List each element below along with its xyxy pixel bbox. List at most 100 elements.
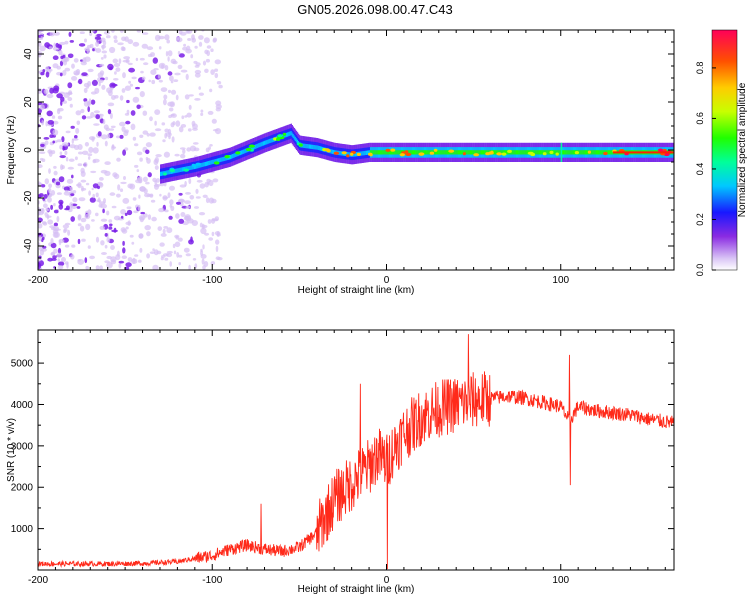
spectrogram-noise-blob <box>128 67 136 73</box>
spectrogram-noise-blob <box>59 151 63 156</box>
spectrogram-noise-blob <box>124 85 131 91</box>
spectrogram-noise-blob <box>131 258 138 264</box>
spectrogram-ridge-peak <box>607 150 609 155</box>
spectrogram-noise-blob <box>170 89 177 95</box>
spectrogram-noise-blob <box>49 68 53 72</box>
spectrogram-noise-blob <box>171 136 175 143</box>
spectrogram-noise-blob <box>81 115 87 120</box>
spectrogram-ridge-peak <box>293 135 296 140</box>
spectrogram-noise-blob <box>138 233 144 239</box>
spectrogram-noise-blob <box>160 87 168 92</box>
spectrogram-noise-blob <box>100 218 108 222</box>
spectrogram-ridge-peak <box>501 150 504 155</box>
spectrogram-ridge-peak <box>512 150 514 155</box>
spectrogram-ridge-peak <box>224 156 227 161</box>
spectrogram-noise-blob <box>67 97 73 101</box>
spectrogram-ridge-peak <box>518 150 520 155</box>
spectrogram-noise-blob <box>138 259 142 263</box>
spectrogram-noise-blob <box>145 142 152 148</box>
spectrogram-noise-blob <box>123 176 126 180</box>
spectrogram-noise-blob <box>206 178 211 183</box>
spectrogram-ridge-peak <box>207 161 209 166</box>
spectrogram-peak-blob <box>418 152 425 156</box>
spectrogram-ridge-peak <box>177 168 179 173</box>
spectrogram-noise-blob <box>64 67 71 72</box>
spectrogram-noise-blob <box>146 194 154 197</box>
spectrogram-noise-blob <box>198 35 204 40</box>
y-tick-label: 20 <box>23 96 34 108</box>
spectrogram-peak-blob <box>248 144 255 148</box>
spectrogram-ridge-peak <box>365 150 368 155</box>
spectrogram-noise-blob <box>124 113 130 116</box>
spectrogram-ridge-peak <box>520 150 522 155</box>
spectrogram-noise-blob <box>57 43 61 49</box>
spectrogram-ridge-peak <box>231 154 233 159</box>
spectrogram-noise-blob <box>63 186 70 191</box>
spectrogram-ridge-peak <box>516 150 518 155</box>
spectrogram-noise-blob <box>146 253 151 259</box>
spectrogram-noise-blob <box>156 178 160 183</box>
spectrogram-ridge-peak <box>330 149 332 154</box>
spectrogram-noise-blob <box>38 223 43 229</box>
spectrogram-ridge-peak <box>559 150 561 155</box>
spectrogram-ridge-peak <box>175 168 177 173</box>
spectrogram-ridge-peak <box>434 150 437 155</box>
spectrogram-ridge-peak <box>421 150 423 155</box>
spectrogram-noise-blob <box>149 116 153 122</box>
spectrogram-ridge-peak <box>459 150 461 155</box>
spectrogram-noise-blob <box>96 33 102 37</box>
spectrogram-noise-blob <box>214 68 219 72</box>
spectrogram-noise-blob <box>184 115 188 118</box>
spectrogram-noise-blob <box>104 161 111 166</box>
spectrogram-noise-blob <box>194 206 199 209</box>
spectrogram-noise-blob <box>67 229 71 236</box>
spectrogram-noise-blob <box>124 129 129 134</box>
spectrogram-peak-blob <box>574 151 580 155</box>
spectrogram-noise-blob <box>143 213 148 218</box>
spectrogram-ridge-peak <box>484 150 486 155</box>
spectrogram-noise-blob <box>180 212 186 217</box>
spectrogram-noise-blob <box>174 234 180 239</box>
spectrogram-noise-blob <box>156 250 162 255</box>
spectrogram-noise-blob <box>71 63 75 69</box>
y-tick-label: 1000 <box>11 524 34 535</box>
spectrogram-noise-blob <box>47 196 52 203</box>
spectrogram-ridge-peak <box>314 145 316 150</box>
spectrogram-noise-blob <box>186 30 193 34</box>
spectrogram-noise-blob <box>149 132 156 137</box>
spectrogram-noise-blob <box>129 234 134 238</box>
spectrogram-ridge-peak <box>266 139 268 145</box>
spectrogram-noise-blob <box>163 151 170 158</box>
spectrogram-noise-blob <box>83 100 90 107</box>
spectrogram-noise-blob <box>40 36 44 40</box>
spectrogram-noise-blob <box>40 184 46 188</box>
spectrogram-noise-blob <box>43 194 48 199</box>
spectrogram-noise-blob <box>164 257 169 261</box>
spectrogram-noise-blob <box>178 126 184 133</box>
spectrogram-noise-blob <box>62 224 70 229</box>
spectrogram-ridge-peak <box>331 149 333 154</box>
spectrogram-x-label: Height of straight line (km) <box>298 285 415 296</box>
spectrogram-noise-blob <box>73 72 80 76</box>
spectrogram-noise-blob <box>53 248 58 254</box>
spectrogram-ridge-peak <box>395 150 397 155</box>
spectrogram-noise-blob <box>113 78 119 81</box>
spectrogram-ridge-peak <box>338 150 340 156</box>
spectrogram-noise-blob <box>50 204 53 210</box>
spectrogram-ridge-peak <box>606 150 608 155</box>
spectrogram-noise-blob <box>208 197 215 204</box>
spectrogram-noise-blob <box>150 199 156 203</box>
spectrogram-noise-blob <box>200 248 203 252</box>
spectrogram-noise-blob <box>99 177 104 181</box>
spectrogram-noise-blob <box>212 38 217 43</box>
spectrogram-noise-blob <box>158 79 163 83</box>
spectrogram-ridge-peak <box>438 150 440 155</box>
spectrogram-ridge-peak <box>411 150 414 155</box>
spectrogram-noise-blob <box>162 139 166 143</box>
spectrogram-noise-blob <box>52 63 59 69</box>
spectrogram-noise-blob <box>47 120 55 125</box>
spectrogram-ridge-peak <box>254 145 256 150</box>
spectrogram-ridge-peak <box>522 150 525 155</box>
spectrogram-noise-blob <box>64 189 69 193</box>
spectrogram-noise-blob <box>40 71 45 76</box>
